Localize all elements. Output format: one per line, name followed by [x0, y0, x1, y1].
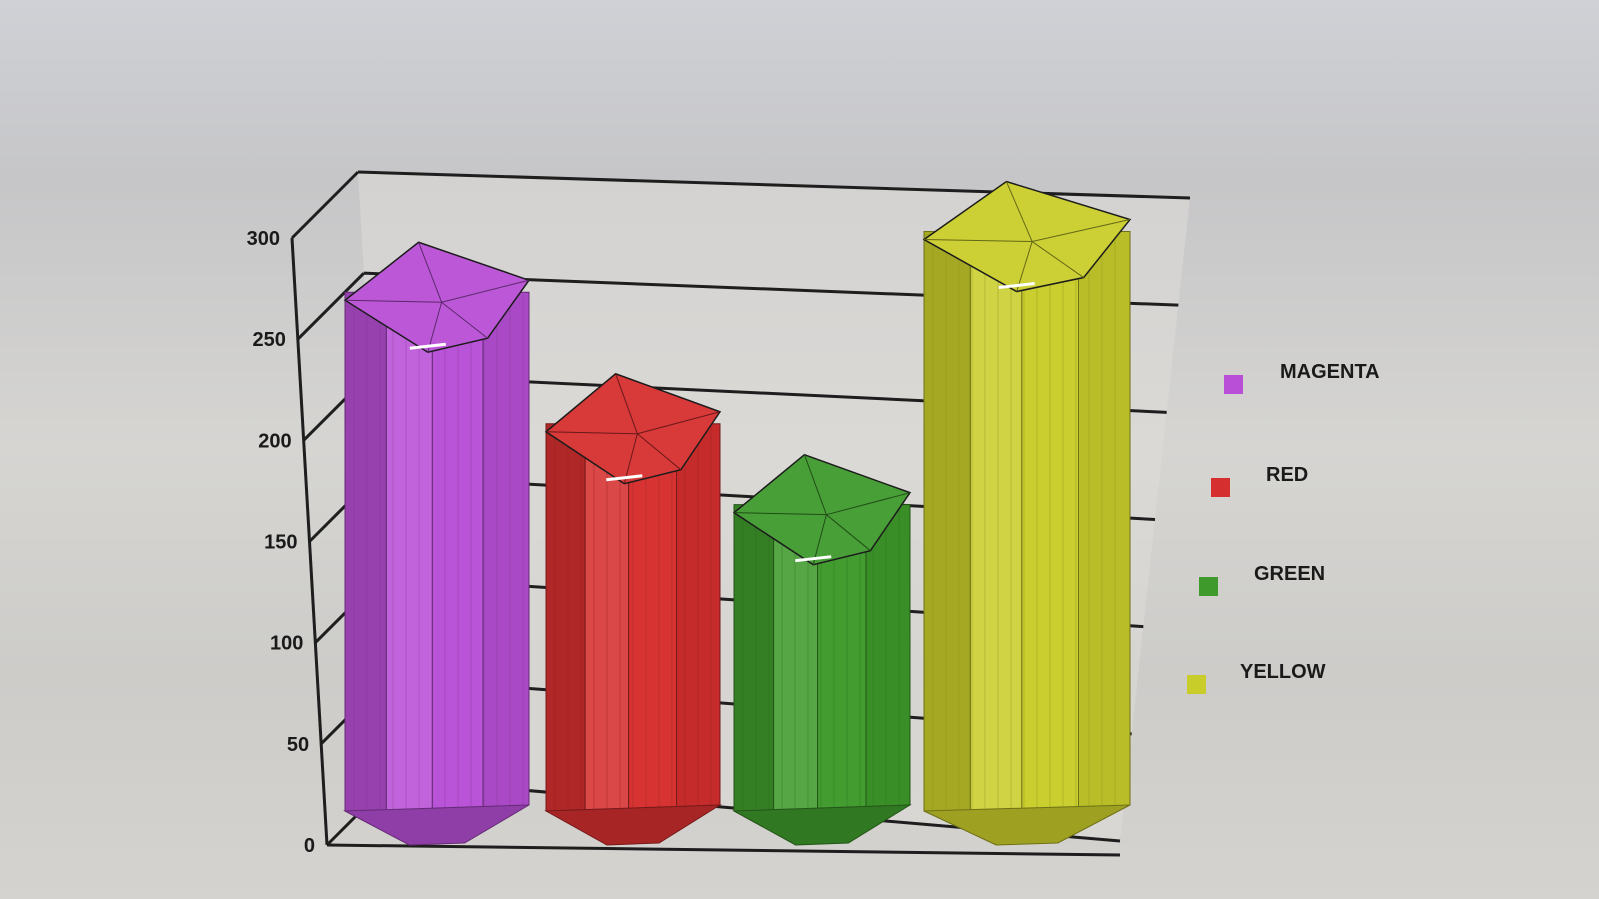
gridline-side: [290, 170, 360, 240]
y-tick-label: 150: [264, 532, 297, 554]
legend-label: RED: [1266, 464, 1308, 486]
bar-magenta: [343, 241, 531, 846]
y-tick-label: 250: [252, 329, 285, 351]
y-tick-label: 200: [258, 430, 291, 452]
bar-red: [544, 372, 722, 846]
y-tick-label: 50: [287, 734, 309, 756]
chart-bars: [343, 180, 1132, 846]
legend-item-green: GREEN: [1199, 563, 1325, 596]
y-axis-ticks: 0 50 100 150 200 250 300: [247, 228, 315, 857]
y-axis-line: [290, 237, 329, 846]
y-tick-label: 0: [304, 835, 315, 857]
legend-item-magenta: MAGENTA: [1224, 361, 1380, 394]
chart-axes: [290, 237, 1121, 857]
bar-yellow: [922, 180, 1132, 846]
legend-swatch: [1187, 675, 1206, 694]
legend-swatch: [1199, 577, 1218, 596]
gridline-back: [357, 170, 1191, 200]
legend-label: MAGENTA: [1280, 361, 1380, 383]
y-tick-label: 100: [270, 633, 303, 655]
x-axis-line: [326, 843, 1121, 857]
bar-green: [732, 453, 912, 846]
legend-swatch: [1224, 375, 1243, 394]
legend-label: YELLOW: [1240, 661, 1326, 683]
legend-item-red: RED: [1211, 464, 1308, 497]
legend-label: GREEN: [1254, 563, 1325, 585]
legend-item-yellow: YELLOW: [1187, 661, 1326, 694]
y-tick-label: 300: [247, 228, 280, 250]
legend-swatch: [1211, 478, 1230, 497]
gridline-side: [296, 272, 365, 341]
chart-legend: MAGENTA RED GREEN YELLOW: [1187, 361, 1380, 694]
